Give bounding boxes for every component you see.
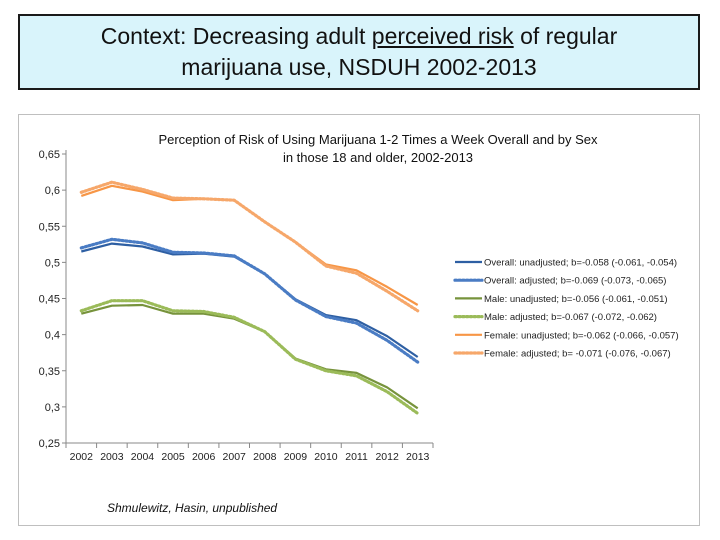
legend-label-5: Female: unadjusted; b=-0.062 (-0.066, -0… bbox=[484, 330, 679, 341]
y-tick-label: 0,35 bbox=[39, 366, 60, 378]
series-line-2 bbox=[79, 237, 420, 364]
x-tick-label: 2013 bbox=[406, 451, 430, 463]
series-line-4 bbox=[79, 299, 420, 415]
x-tick-label: 2004 bbox=[131, 451, 155, 463]
x-tick-label: 2006 bbox=[192, 451, 216, 463]
legend-label-3: Male: unadjusted; b=-0.056 (-0.061, -0.0… bbox=[484, 294, 668, 305]
x-tick-label: 2012 bbox=[375, 451, 399, 463]
y-tick-label: 0,45 bbox=[39, 294, 60, 306]
legend-label-2: Overall: adjusted; b=-0.069 (-0.073, -0.… bbox=[484, 276, 666, 287]
x-tick-label: 2003 bbox=[100, 451, 124, 463]
header-banner: Context: Decreasing adult perceived risk… bbox=[18, 14, 700, 90]
x-tick-label: 2002 bbox=[70, 451, 94, 463]
chart-frame bbox=[18, 114, 700, 526]
title-underlined: perceived risk bbox=[371, 23, 514, 49]
series-line-3 bbox=[81, 303, 419, 410]
x-tick-label: 2009 bbox=[284, 451, 308, 463]
legend-label-4: Male: adjusted; b=-0.067 (-0.072, -0.062… bbox=[484, 312, 657, 323]
x-tick-label: 2011 bbox=[345, 451, 368, 463]
chart-title-line-1: Perception of Risk of Using Marijuana 1-… bbox=[158, 132, 598, 147]
chart-title-line-2: in those 18 and older, 2002-2013 bbox=[283, 150, 473, 165]
y-tick-label: 0,5 bbox=[45, 257, 60, 269]
page-title: Context: Decreasing adult perceived risk… bbox=[20, 21, 698, 83]
title-part-2: of regular marijuana use, NSDUH 2002-201… bbox=[181, 23, 618, 80]
title-part-1: Context: Decreasing adult bbox=[100, 23, 372, 49]
x-tick-label: 2005 bbox=[161, 451, 185, 463]
x-tick-label: 2007 bbox=[223, 451, 247, 463]
y-tick-label: 0,4 bbox=[45, 330, 60, 342]
y-tick-label: 0,25 bbox=[39, 438, 60, 450]
legend-label-1: Overall: unadjusted; b=-0.058 (-0.061, -… bbox=[484, 258, 677, 269]
legend-label-6: Female: adjusted; b= -0.071 (-0.076, -0.… bbox=[484, 349, 671, 360]
y-tick-label: 0,3 bbox=[45, 402, 60, 414]
series-line-6 bbox=[79, 180, 420, 313]
y-tick-label: 0,65 bbox=[39, 149, 60, 161]
y-tick-label: 0,6 bbox=[45, 185, 60, 197]
x-tick-label: 2010 bbox=[314, 451, 338, 463]
credit-text: Shmulewitz, Hasin, unpublished bbox=[107, 501, 278, 515]
y-tick-label: 0,55 bbox=[39, 221, 60, 233]
x-tick-label: 2008 bbox=[253, 451, 277, 463]
